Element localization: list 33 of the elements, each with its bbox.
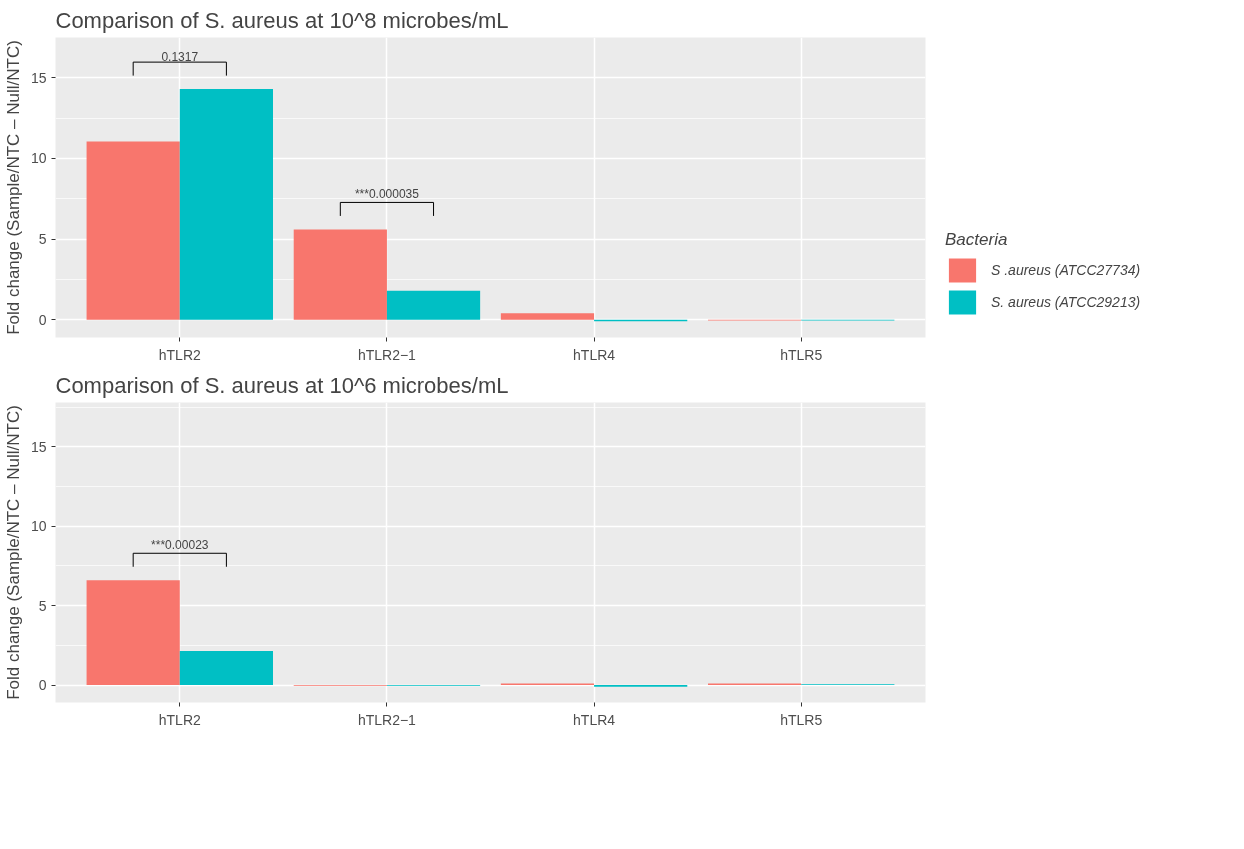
legend-label: S. aureus (ATCC29213) [991,294,1141,310]
annotation: ***0.00023 [151,538,209,553]
bar [86,141,180,320]
y-axis-title: Fold change (Sample/NTC – Null/NTC) [3,405,23,700]
annotation: 0.1317 [161,50,199,65]
bar [500,313,595,320]
bar [86,580,180,686]
y-tick-label: 0 [38,311,47,328]
y-tick-label: 0 [38,677,47,694]
x-tick-label: hTLR2 [158,346,202,363]
chart-title: Comparison of S. aureus at 10^8 microbes/mL [55,7,509,33]
y-tick-label: 5 [38,231,47,248]
y-tick-label: 10 [30,150,47,167]
y-axis-title: Fold change (Sample/NTC – Null/NTC) [3,40,23,335]
annotation: ***0.000035 [354,187,420,202]
y-tick-label: 5 [38,597,47,614]
y-tick-label: 15 [30,69,47,86]
y-tick-label: 15 [30,438,47,455]
x-tick-label: hTLR5 [780,346,823,363]
bar [179,89,273,320]
legend-title: Bacteria [945,230,1009,250]
x-tick-label: hTLR2 [158,711,202,728]
x-tick-label: hTLR5 [780,711,823,728]
bar [293,229,387,320]
x-tick-label: hTLR2−1 [357,711,417,728]
legend-label: S .aureus (ATCC27734) [991,262,1141,278]
chart-title: Comparison of S. aureus at 10^6 microbes/mL [55,372,509,398]
y-tick-label: 10 [30,518,47,535]
bar [386,290,481,320]
bar [179,650,273,686]
x-tick-label: hTLR4 [573,711,616,728]
x-tick-label: hTLR4 [573,346,616,363]
x-tick-label: hTLR2−1 [357,346,417,363]
